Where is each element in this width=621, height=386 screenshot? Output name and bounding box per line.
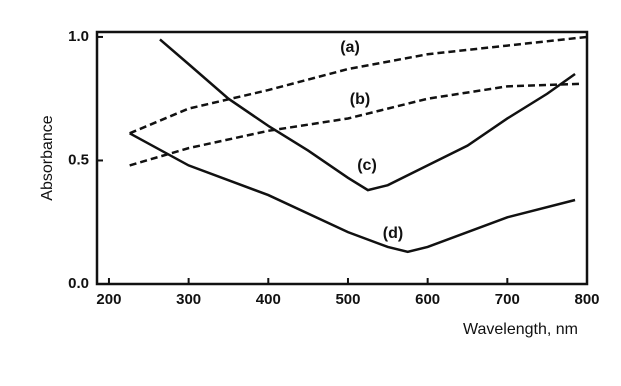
- plot-frame: [95, 30, 589, 286]
- x-tick-label: 200: [96, 291, 121, 308]
- series-label: (a): [340, 39, 360, 56]
- series-line: [159, 38, 576, 192]
- x-tick-label: 600: [415, 291, 440, 308]
- x-axis-label: Wavelength, nm: [463, 321, 578, 338]
- y-axis-label: Absorbance: [39, 115, 56, 200]
- series-label: (b): [350, 91, 370, 108]
- x-tick-label: 300: [176, 291, 201, 308]
- x-tick-label: 500: [335, 291, 360, 308]
- x-tick-label: 700: [495, 291, 520, 308]
- series-line: [129, 82, 580, 167]
- x-tick-label: 400: [256, 291, 281, 308]
- y-tick-label: 1.0: [68, 28, 89, 45]
- series-line: [129, 35, 588, 135]
- y-tick-label: 0.5: [68, 151, 89, 168]
- series-label: (d): [383, 225, 403, 242]
- series-label: (c): [357, 157, 377, 174]
- series-line: [129, 132, 576, 254]
- y-tick-label: 0.0: [68, 275, 89, 292]
- x-tick-label: 800: [574, 291, 599, 308]
